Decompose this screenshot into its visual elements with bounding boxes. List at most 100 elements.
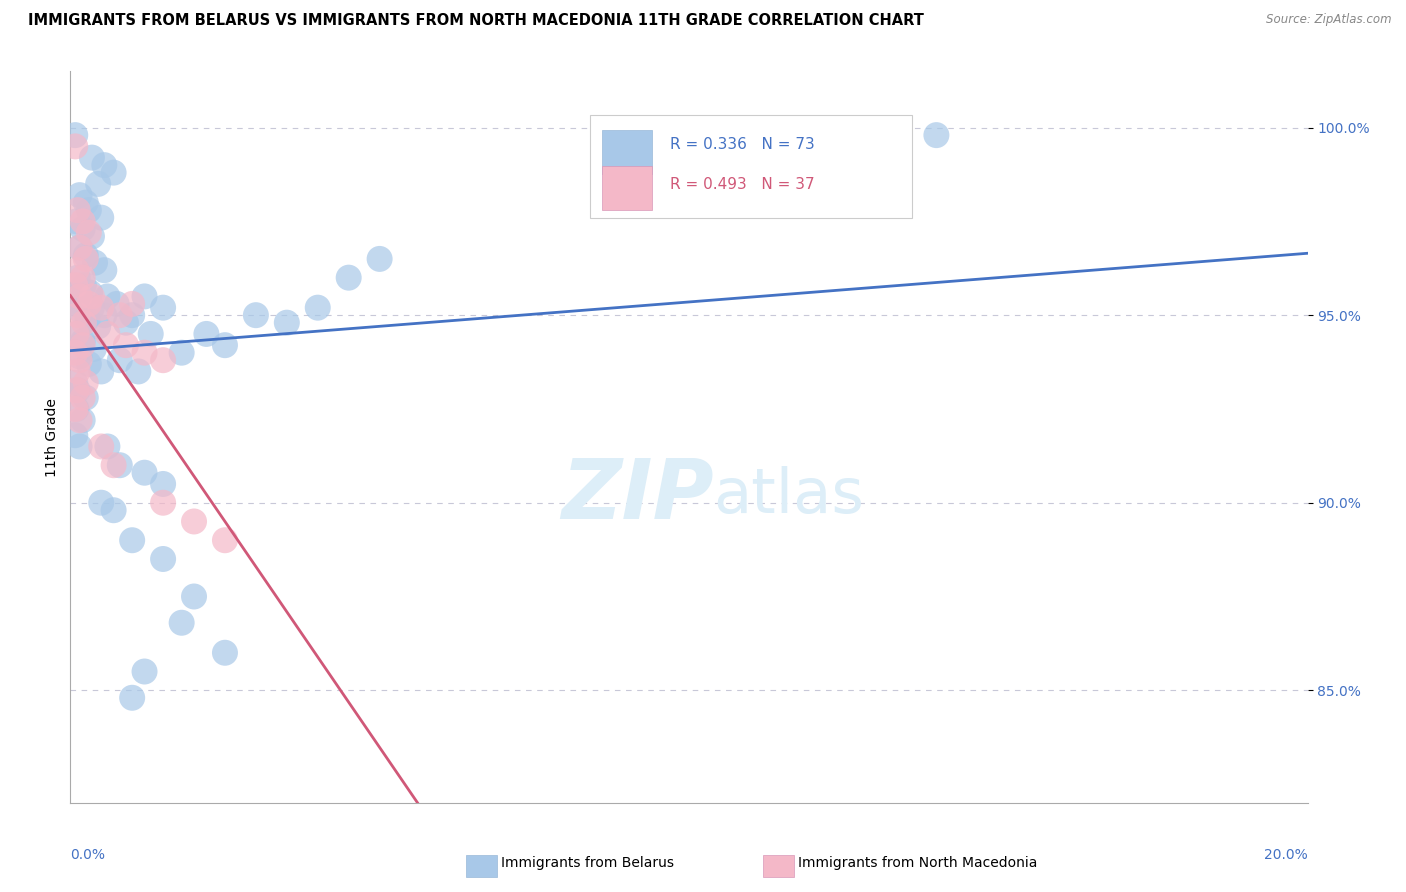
- Point: [307, 301, 329, 315]
- Point: [65, 326, 87, 341]
- Y-axis label: 11th Grade: 11th Grade: [45, 398, 59, 476]
- FancyBboxPatch shape: [602, 130, 652, 174]
- Point: [77, 226, 100, 240]
- Point: [75, 248, 97, 262]
- Point: [65, 214, 87, 228]
- Point: [105, 297, 128, 311]
- FancyBboxPatch shape: [602, 167, 652, 211]
- Point: [87, 177, 110, 191]
- Point: [66, 308, 89, 322]
- Point: [79, 285, 101, 300]
- Point: [65, 297, 87, 311]
- Point: [75, 252, 97, 266]
- Point: [72, 413, 94, 427]
- Point: [152, 496, 174, 510]
- Point: [214, 338, 236, 352]
- Point: [183, 590, 205, 604]
- Point: [121, 533, 143, 548]
- Point: [183, 515, 205, 529]
- Point: [69, 241, 91, 255]
- Point: [66, 364, 89, 378]
- Point: [69, 350, 91, 364]
- Point: [170, 615, 193, 630]
- Point: [103, 503, 125, 517]
- Point: [77, 357, 100, 371]
- Point: [121, 690, 143, 705]
- Point: [121, 308, 143, 322]
- Point: [90, 496, 112, 510]
- Point: [134, 665, 156, 679]
- Point: [276, 316, 298, 330]
- Point: [152, 477, 174, 491]
- Point: [65, 278, 87, 293]
- Point: [77, 203, 100, 218]
- Point: [73, 316, 96, 330]
- Point: [72, 222, 94, 236]
- Point: [65, 326, 87, 341]
- Point: [69, 241, 91, 255]
- Point: [65, 383, 87, 397]
- Point: [65, 376, 87, 390]
- Point: [108, 458, 131, 473]
- Point: [75, 376, 97, 390]
- Point: [77, 297, 100, 311]
- Point: [134, 289, 156, 303]
- Point: [72, 334, 94, 349]
- Point: [83, 342, 105, 356]
- Point: [66, 270, 89, 285]
- Text: Immigrants from North Macedonia: Immigrants from North Macedonia: [799, 856, 1038, 871]
- Text: Immigrants from Belarus: Immigrants from Belarus: [502, 856, 675, 871]
- Point: [103, 458, 125, 473]
- Point: [115, 338, 138, 352]
- Point: [152, 301, 174, 315]
- Point: [65, 401, 87, 416]
- Point: [170, 345, 193, 359]
- Point: [139, 326, 162, 341]
- Point: [90, 364, 112, 378]
- Point: [73, 278, 96, 293]
- Point: [214, 533, 236, 548]
- Point: [152, 552, 174, 566]
- Point: [195, 326, 218, 341]
- Text: IMMIGRANTS FROM BELARUS VS IMMIGRANTS FROM NORTH MACEDONIA 11TH GRADE CORRELATIO: IMMIGRANTS FROM BELARUS VS IMMIGRANTS FR…: [28, 13, 924, 29]
- Point: [80, 301, 103, 315]
- Point: [76, 312, 98, 326]
- Point: [80, 151, 103, 165]
- Point: [134, 466, 156, 480]
- Text: 20.0%: 20.0%: [1264, 847, 1308, 862]
- Point: [103, 166, 125, 180]
- Point: [84, 255, 107, 269]
- Point: [93, 263, 115, 277]
- Text: atlas: atlas: [714, 466, 865, 525]
- Point: [368, 252, 391, 266]
- Point: [72, 214, 94, 228]
- Point: [72, 270, 94, 285]
- Point: [80, 289, 103, 303]
- Point: [72, 338, 94, 352]
- Point: [65, 128, 87, 142]
- Point: [90, 211, 112, 225]
- Point: [90, 440, 112, 454]
- Point: [121, 297, 143, 311]
- Point: [66, 203, 89, 218]
- Text: ZIP: ZIP: [561, 455, 714, 536]
- Text: 0.0%: 0.0%: [70, 847, 105, 862]
- Point: [66, 383, 89, 397]
- Point: [69, 440, 91, 454]
- Point: [65, 263, 87, 277]
- Point: [87, 319, 110, 334]
- Point: [337, 270, 360, 285]
- Point: [90, 301, 112, 315]
- Point: [925, 128, 948, 142]
- Point: [93, 308, 115, 322]
- Point: [108, 308, 131, 322]
- Point: [62, 289, 84, 303]
- Point: [96, 326, 118, 341]
- Point: [80, 229, 103, 244]
- Point: [75, 391, 97, 405]
- Text: R = 0.336   N = 73: R = 0.336 N = 73: [671, 137, 815, 153]
- Point: [115, 316, 138, 330]
- Text: R = 0.493   N = 37: R = 0.493 N = 37: [671, 178, 815, 193]
- Point: [214, 646, 236, 660]
- Point: [75, 195, 97, 210]
